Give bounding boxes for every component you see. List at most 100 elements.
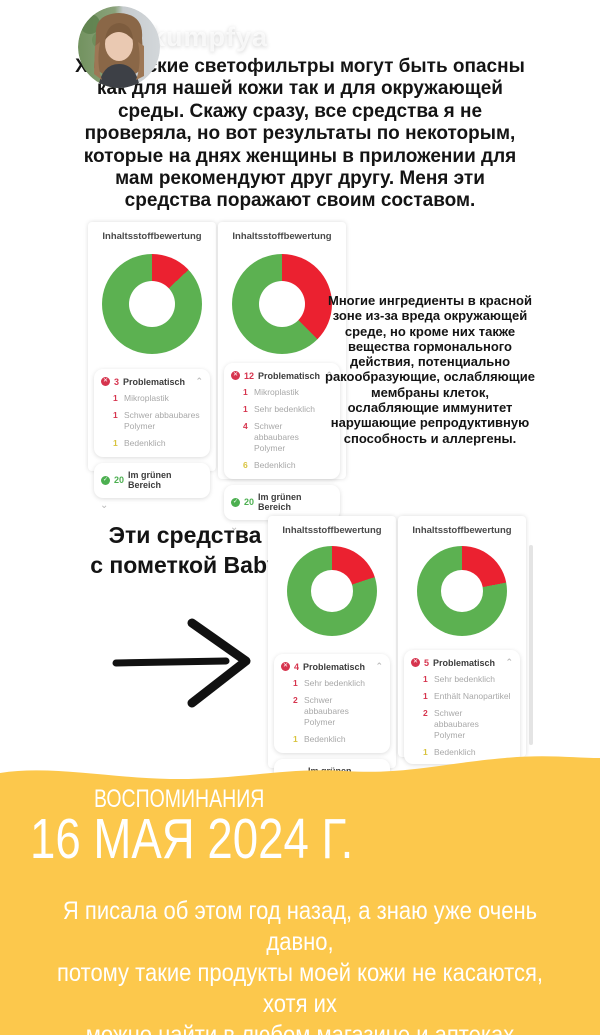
problematic-panel: ✕ 4 Problematisch ⌃ 1 Sehr bedenklich 2 … bbox=[274, 654, 390, 754]
ingredient-donut-chart bbox=[102, 254, 202, 354]
ingredient-item: 1 Mikroplastik bbox=[113, 393, 203, 404]
username[interactable]: kumpfya bbox=[150, 22, 269, 52]
chevron-up-icon[interactable]: ⌃ bbox=[195, 376, 203, 386]
item-label: Schwer abbaubares Polymer bbox=[254, 421, 299, 454]
problematic-count: 5 bbox=[424, 657, 430, 668]
ingredient-card-3: Inhaltsstoffbewertung ✕ 4 Problematisch … bbox=[268, 516, 396, 807]
problematic-label: Problematisch bbox=[123, 376, 186, 387]
baby-note-text: Эти средства с пометкой Baby bbox=[90, 522, 280, 578]
ingredient-item: 1 Sehr bedenklich bbox=[423, 674, 513, 685]
chevron-up-icon[interactable]: ⌃ bbox=[325, 370, 333, 380]
chevron-down-icon[interactable]: ⌄ bbox=[100, 500, 109, 512]
item-count: 1 bbox=[113, 393, 118, 403]
item-label: Sehr bedenklich bbox=[434, 674, 495, 684]
item-count: 1 bbox=[293, 678, 298, 688]
item-label: Mikroplastik bbox=[124, 393, 169, 403]
item-label: Sehr bedenklich bbox=[254, 404, 315, 415]
item-label: Schwer abbaubares Polymer bbox=[124, 410, 200, 432]
problematic-icon: ✕ bbox=[231, 371, 240, 380]
memories-date: 16 МАЯ 2024 Г. bbox=[30, 807, 354, 871]
item-count: 2 bbox=[293, 695, 298, 706]
item-count: 4 bbox=[243, 421, 248, 432]
item-label: Schwer abbaubares Polymer bbox=[304, 695, 349, 728]
chevron-up-icon[interactable]: ⌃ bbox=[505, 657, 513, 667]
ingredient-item: 2 Schwer abbaubares Polymer bbox=[423, 708, 483, 741]
item-count: 1 bbox=[423, 691, 428, 702]
green-panel[interactable]: ✓ 20 Im grünen Bereich bbox=[224, 485, 340, 521]
ingredient-item: 4 Schwer abbaubares Polymer bbox=[243, 421, 303, 454]
problematic-panel: ✕ 3 Problematisch ⌃ 1 Mikroplastik 1 Sch… bbox=[94, 369, 210, 458]
problematic-header[interactable]: ✕ 3 Problematisch ⌃ bbox=[101, 376, 203, 387]
problematic-icon: ✕ bbox=[281, 662, 290, 671]
side-note-text: Многие ингредиенты в красной зоне из-за … bbox=[325, 293, 535, 446]
green-count: 20 bbox=[114, 475, 125, 486]
ingredient-donut-chart bbox=[287, 546, 377, 636]
banner-wave-edge bbox=[0, 756, 600, 784]
item-label: Bedenklich bbox=[254, 460, 296, 471]
problematic-label: Problematisch bbox=[433, 657, 496, 668]
item-label: Sehr bedenklich bbox=[304, 678, 365, 688]
green-label: Im grünen Bereich bbox=[128, 470, 172, 491]
ingredient-item: 6 Bedenklich bbox=[243, 460, 333, 471]
ingredient-item: 1 Mikroplastik bbox=[243, 387, 333, 398]
chevron-down-icon[interactable]: ⌄ bbox=[230, 522, 239, 534]
green-count: 20 bbox=[244, 497, 255, 508]
item-count: 1 bbox=[243, 404, 248, 415]
item-label: Bedenklich bbox=[434, 747, 476, 758]
card-title: Inhaltsstoffbewertung bbox=[102, 231, 202, 242]
scrollbar[interactable] bbox=[529, 545, 533, 745]
item-label: Schwer abbaubares Polymer bbox=[434, 708, 479, 741]
ingredient-item: 1 Sehr bedenklich bbox=[243, 404, 333, 415]
green-check-icon: ✓ bbox=[231, 497, 240, 507]
item-count: 1 bbox=[113, 438, 118, 449]
problematic-label: Problematisch bbox=[303, 661, 366, 672]
ingredient-item: 1 Sehr bedenklich bbox=[293, 678, 383, 689]
problematic-header[interactable]: ✕ 12 Problematisch ⌃ bbox=[231, 370, 333, 381]
ingredient-item: 1 Schwer abbaubares Polymer bbox=[113, 410, 203, 432]
item-count: 2 bbox=[423, 708, 428, 719]
ingredient-item: 1 Bedenklich bbox=[423, 747, 513, 758]
memories-banner bbox=[0, 781, 600, 1035]
avatar-photo bbox=[78, 6, 160, 88]
item-count: 1 bbox=[293, 734, 298, 745]
problematic-panel: ✕ 5 Problematisch ⌃ 1 Sehr bedenklich 1 … bbox=[404, 650, 520, 765]
problematic-header[interactable]: ✕ 4 Problematisch ⌃ bbox=[281, 661, 383, 672]
item-count: 1 bbox=[113, 410, 118, 421]
green-panel[interactable]: ✓ 20 Im grünen Bereich bbox=[94, 463, 210, 499]
ingredient-item: 2 Schwer abbaubares Polymer bbox=[293, 695, 353, 728]
problematic-count: 12 bbox=[244, 370, 255, 381]
problematic-label: Problematisch bbox=[258, 370, 321, 381]
item-count: 1 bbox=[423, 747, 428, 758]
ingredient-donut-chart bbox=[417, 546, 507, 636]
intro-text: Химические светофильтры могут быть опасн… bbox=[75, 56, 525, 212]
ingredient-donut-chart bbox=[232, 254, 332, 354]
item-count: 1 bbox=[243, 387, 248, 397]
problematic-icon: ✕ bbox=[411, 658, 420, 667]
problematic-count: 4 bbox=[294, 661, 300, 672]
ingredient-item: 1 Enthält Nanopartikel bbox=[423, 691, 513, 702]
arrow-icon bbox=[108, 615, 256, 715]
ingredient-card-4: Inhaltsstoffbewertung ✕ 5 Problematisch … bbox=[398, 516, 526, 818]
problematic-icon: ✕ bbox=[101, 377, 110, 386]
problematic-count: 3 bbox=[114, 376, 120, 387]
card-title: Inhaltsstoffbewertung bbox=[282, 525, 382, 536]
item-count: 6 bbox=[243, 460, 248, 471]
chevron-up-icon[interactable]: ⌃ bbox=[375, 661, 383, 671]
item-label: Mikroplastik bbox=[254, 387, 299, 397]
ingredient-card-1: Inhaltsstoffbewertung ✕ 3 Problematisch … bbox=[88, 222, 216, 511]
ingredient-item: 1 Bedenklich bbox=[293, 734, 383, 745]
ingredient-card-2: Inhaltsstoffbewertung ✕ 12 Problematisch… bbox=[218, 222, 346, 533]
green-check-icon: ✓ bbox=[101, 475, 110, 485]
card-title: Inhaltsstoffbewertung bbox=[412, 525, 512, 536]
item-label: Bedenklich bbox=[124, 438, 166, 449]
green-label: Im grünen Bereich bbox=[258, 492, 302, 513]
ingredient-item: 1 Bedenklich bbox=[113, 438, 203, 449]
problematic-header[interactable]: ✕ 5 Problematisch ⌃ bbox=[411, 657, 513, 668]
item-label: Bedenklich bbox=[304, 734, 346, 745]
avatar[interactable] bbox=[78, 6, 160, 88]
item-label: Enthält Nanopartikel bbox=[434, 691, 511, 702]
card-title: Inhaltsstoffbewertung bbox=[232, 231, 332, 242]
memories-label: ВОСПОМИНАНИЯ bbox=[94, 785, 265, 813]
problematic-panel: ✕ 12 Problematisch ⌃ 1 Mikroplastik 1 Se… bbox=[224, 363, 340, 480]
